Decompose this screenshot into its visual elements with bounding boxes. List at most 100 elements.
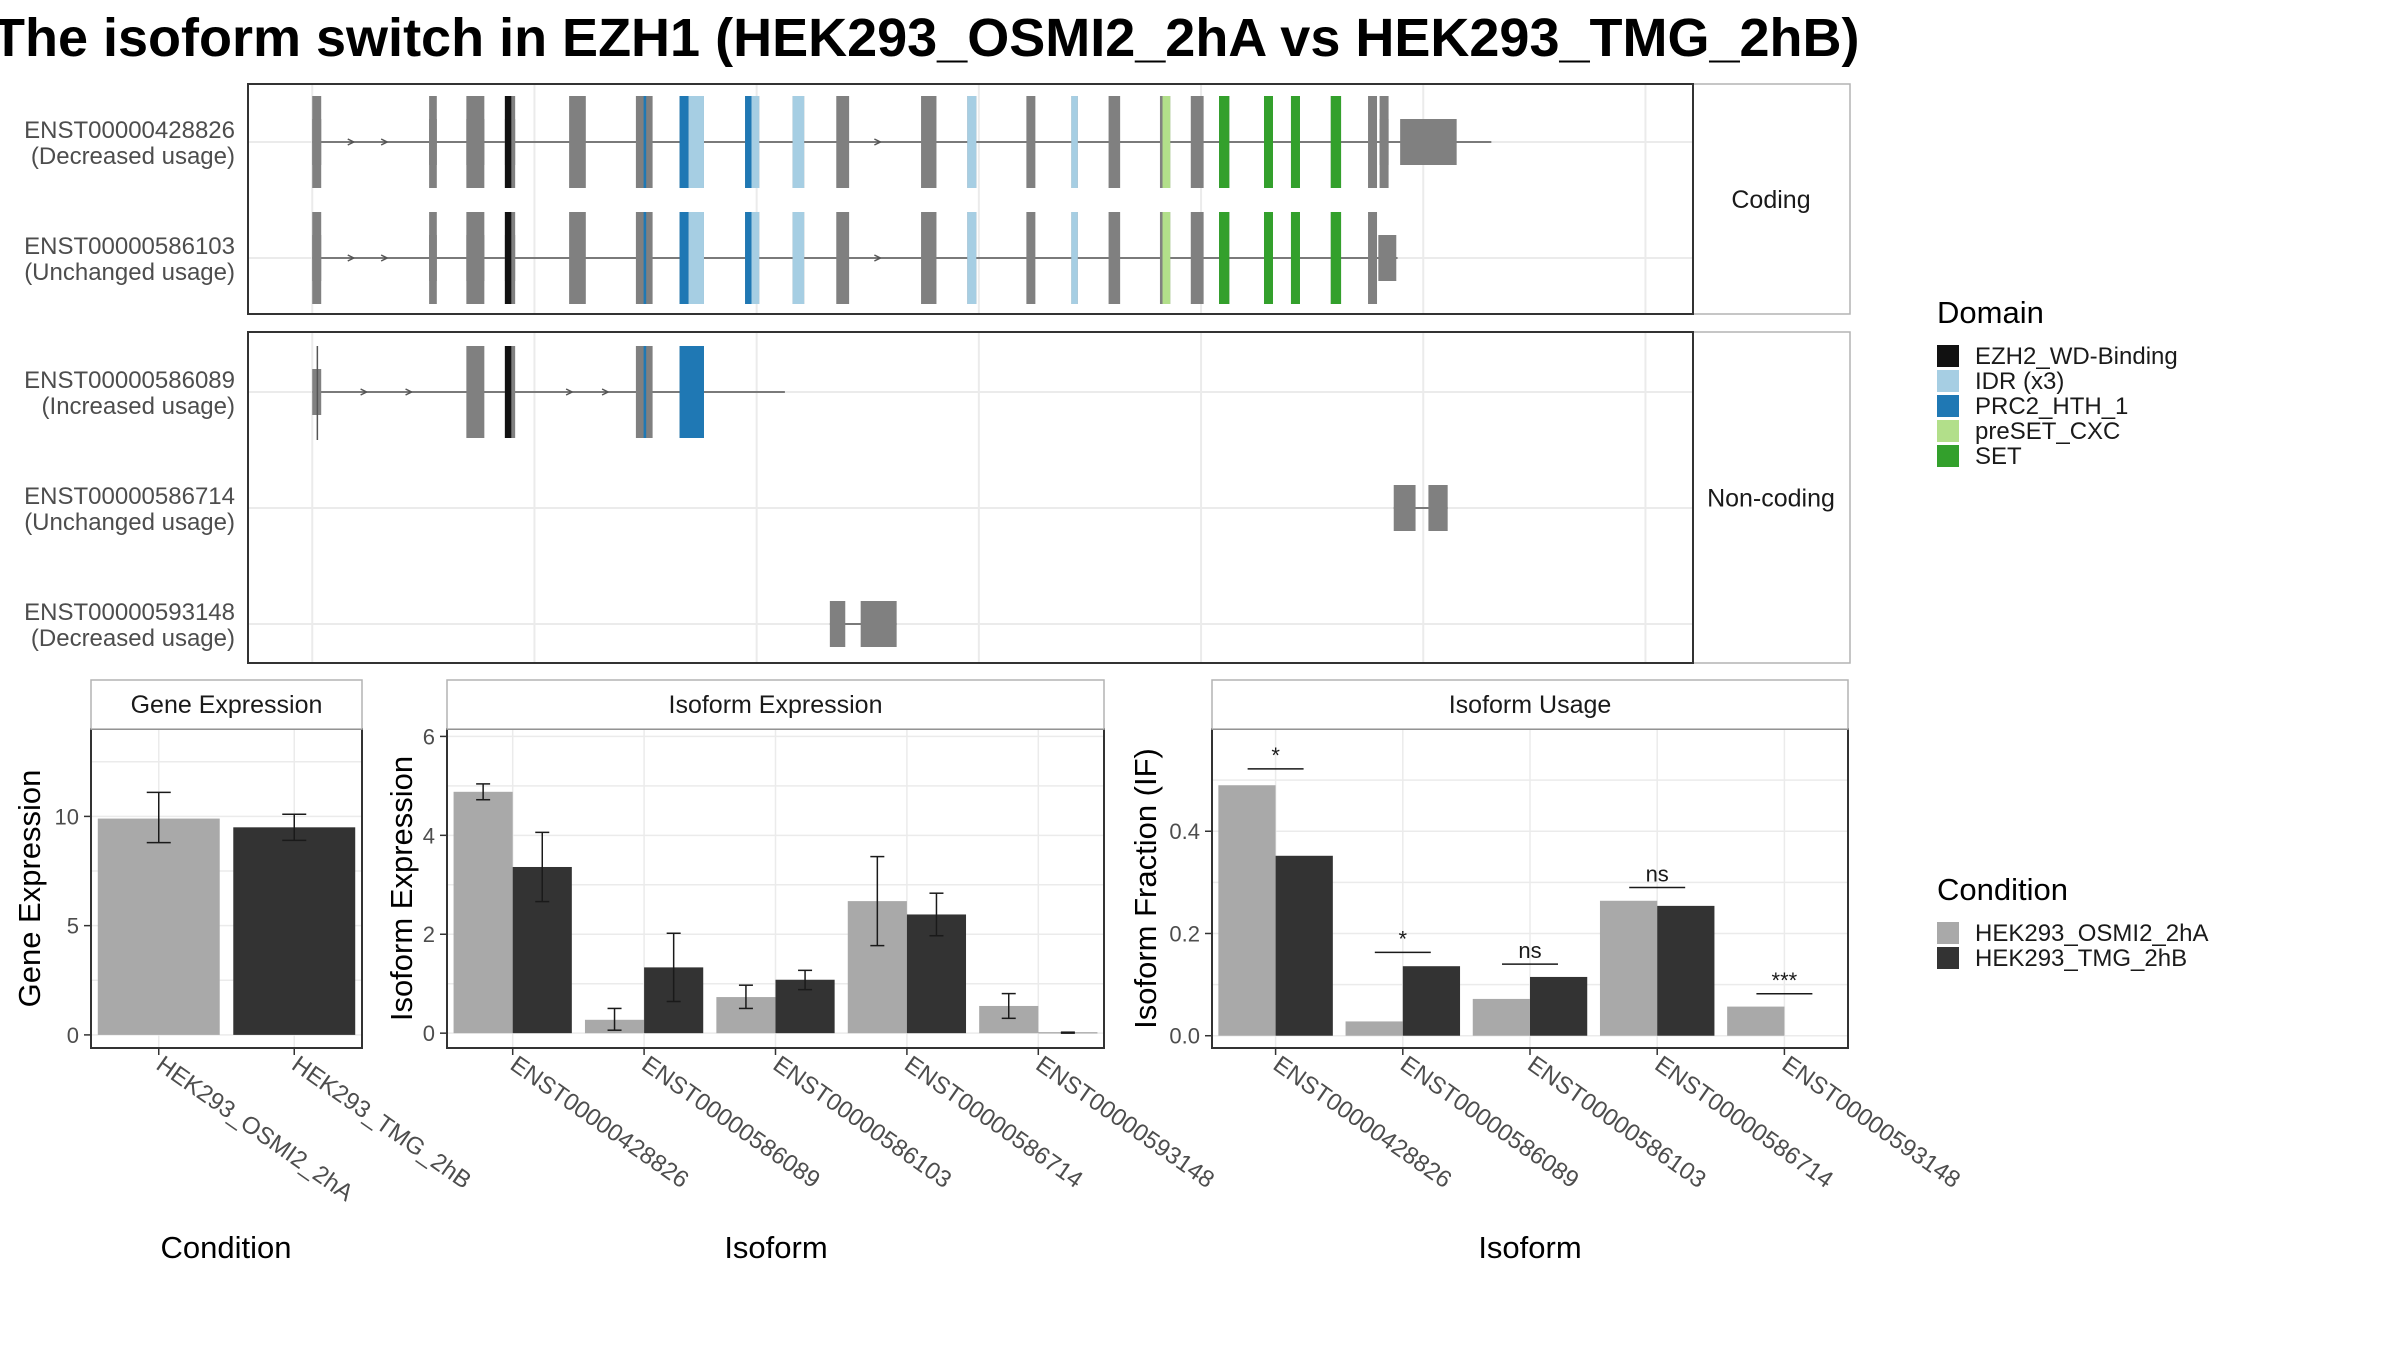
exon <box>1368 96 1378 188</box>
panel-strip <box>446 679 1105 730</box>
condition-legend-title: Condition <box>1937 872 2068 907</box>
domain-segment <box>1263 96 1273 188</box>
strand-arrow <box>380 138 389 146</box>
domain-segment <box>1162 212 1171 304</box>
exon <box>1368 212 1378 304</box>
exon <box>429 212 437 304</box>
domain-segment <box>679 346 704 438</box>
significance-label: ns <box>1646 861 1669 886</box>
domain-legend-title: Domain <box>1937 295 2044 330</box>
strand-arrow <box>380 254 389 262</box>
domain-segment <box>1219 96 1230 188</box>
exon <box>921 96 937 188</box>
domain-segment <box>792 96 805 188</box>
bar <box>97 818 220 1035</box>
domain-legend-label: PRC2_HTH_1 <box>1975 393 2128 420</box>
transcript-panel-bg <box>248 332 1693 663</box>
domain-segment <box>643 96 647 188</box>
domain-legend-label: SET <box>1975 443 2022 470</box>
x-axis-title: Isoform <box>1478 1230 1581 1265</box>
panel-strip <box>1211 679 1849 730</box>
transcript-panel-border <box>247 83 1694 315</box>
domain-segment <box>643 212 647 304</box>
bar <box>1275 855 1333 1036</box>
facet-strip-label: Non-coding <box>1707 485 1835 513</box>
condition-legend-key <box>1937 947 1959 969</box>
y-tick-label: 2 <box>423 922 435 947</box>
strand-arrow <box>347 254 356 262</box>
bar <box>453 791 513 1034</box>
y-tick-label: 0.0 <box>1169 1024 1200 1049</box>
y-tick-label: 4 <box>423 823 435 848</box>
domain-segment <box>1071 212 1078 304</box>
bar <box>1402 966 1461 1036</box>
strand-arrow <box>565 388 574 396</box>
strand-arrow <box>347 138 356 146</box>
domain-legend-label: preSET_CXC <box>1975 418 2120 445</box>
domain-segment <box>751 212 760 304</box>
domain-segment <box>679 212 689 304</box>
exon <box>466 346 485 438</box>
exon <box>829 601 846 647</box>
domain-segment <box>504 212 512 304</box>
exon <box>921 212 937 304</box>
bar <box>1345 1021 1403 1036</box>
transcript-label: ENST00000586089 (Increased usage) <box>24 367 235 420</box>
domain-segment <box>688 96 704 188</box>
panel-title: Gene Expression <box>131 691 323 719</box>
transcript-label: ENST00000593148 (Decreased usage) <box>24 599 235 652</box>
bar <box>233 827 356 1035</box>
transcript-id: ENST00000428826 <box>24 117 235 144</box>
panel-title: Isoform Usage <box>1449 691 1612 719</box>
bar <box>1218 785 1276 1036</box>
domain-segment <box>504 346 512 438</box>
significance-label: * <box>1399 926 1408 951</box>
bar-panel: Isoform Expression0246ENST00000428826ENS… <box>384 679 1219 1265</box>
strand-arrow <box>601 388 610 396</box>
exon <box>1108 212 1121 304</box>
exon <box>312 212 322 304</box>
exon <box>1379 96 1389 188</box>
domain-legend-label: IDR (x3) <box>1975 368 2064 395</box>
x-axis-title: Condition <box>161 1230 292 1265</box>
domain-segment <box>745 96 752 188</box>
exon <box>860 601 897 647</box>
transcript-label: ENST00000428826 (Decreased usage) <box>24 117 235 170</box>
y-axis-title: Gene Expression <box>12 770 47 1008</box>
y-tick-label: 6 <box>423 724 435 749</box>
y-tick-label: 5 <box>67 914 79 939</box>
significance-label: ns <box>1518 938 1541 963</box>
domain-segment <box>1330 212 1342 304</box>
transcript-usage-status: (Increased usage) <box>42 393 235 420</box>
exon <box>1026 96 1036 188</box>
transcript-id: ENST00000586089 <box>24 367 235 394</box>
transcript-panel-border <box>247 331 1694 664</box>
exon <box>466 96 485 188</box>
transcript-structure-plot: ENST00000428826 (Decreased usage)ENST0000… <box>24 83 1851 664</box>
x-axis-title: Isoform <box>724 1230 827 1265</box>
exon <box>466 212 485 304</box>
condition-legend-label: HEK293_TMG_2hB <box>1975 945 2187 972</box>
exon <box>312 96 322 188</box>
domain-segment <box>967 96 977 188</box>
strand-arrow <box>360 388 369 396</box>
bar <box>1530 976 1588 1036</box>
bar <box>1472 998 1530 1036</box>
exon <box>569 212 586 304</box>
figure-title: The isoform switch in EZH1 (HEK293_OSMI2… <box>0 8 1860 68</box>
domain-segment <box>1290 96 1300 188</box>
domain-segment <box>688 212 704 304</box>
domain-legend-key <box>1937 345 1959 367</box>
exon <box>1026 212 1036 304</box>
domain-segment <box>643 346 647 438</box>
strand-arrow <box>874 254 883 262</box>
domain-segment <box>745 212 752 304</box>
significance-label: * <box>1271 743 1280 768</box>
condition-legend-label: HEK293_OSMI2_2hA <box>1975 920 2208 947</box>
y-tick-label: 10 <box>55 804 79 829</box>
y-tick-label: 0 <box>423 1021 435 1046</box>
domain-segment <box>751 96 760 188</box>
